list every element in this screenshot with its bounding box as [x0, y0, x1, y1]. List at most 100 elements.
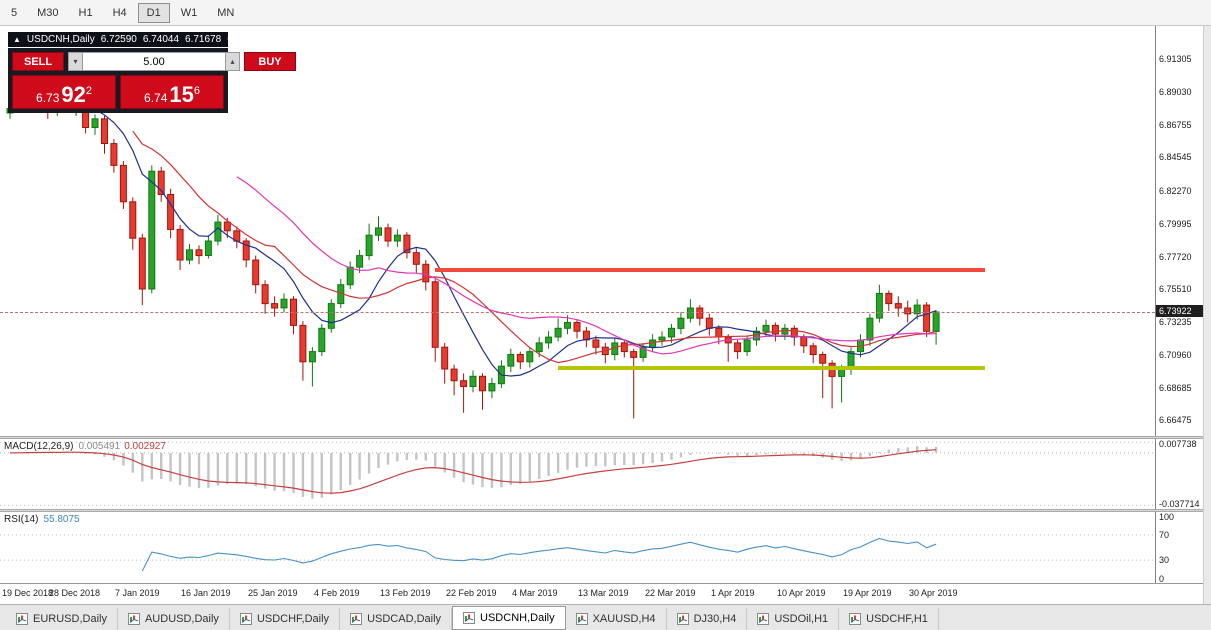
rsi-axis-label: 0 — [1159, 574, 1165, 584]
chart-icon — [127, 613, 140, 625]
timeframe-button-mn[interactable]: MN — [208, 3, 243, 23]
tab-label: USDCHF,H1 — [866, 613, 928, 625]
price-axis[interactable]: 6.73922 6.91305 6.89030 6.86755 6.84545 6.82… — [1155, 26, 1204, 436]
tab-xauusd-h4[interactable]: XAUUSD,H4 — [566, 608, 667, 630]
date-axis-label: 25 Jan 2019 — [248, 588, 298, 598]
chart-tab-bar: EURUSD,Daily AUDUSD,Daily USDCHF,Daily USDC… — [0, 604, 1211, 630]
rsi-info-label: RSI(14) 55.8075 — [4, 514, 80, 525]
tab-label: USDOil,H1 — [774, 613, 829, 625]
ask-price-button[interactable]: 6.74 15 6 — [120, 75, 224, 109]
resistance-line[interactable] — [435, 268, 985, 272]
tab-label: DJ30,H4 — [693, 613, 737, 625]
bid-price-fraction: 2 — [85, 85, 92, 97]
price-chart-panel[interactable]: ▲ USDCNH,Daily 6.72590 6.74044 6.71678 6… — [0, 26, 1155, 436]
collapse-arrow-icon[interactable]: ▲ — [13, 35, 21, 44]
rsi-label: RSI(14) — [4, 514, 39, 525]
price-axis-label: 6.84545 — [1159, 152, 1192, 162]
price-axis-label: 6.70960 — [1159, 350, 1192, 360]
timeframe-button-d1[interactable]: D1 — [137, 2, 170, 23]
timeframe-button-h4[interactable]: H4 — [104, 3, 136, 23]
rsi-canvas — [0, 534, 1155, 572]
volume-up-button[interactable]: ▴ — [225, 52, 240, 71]
date-axis-label: 13 Mar 2019 — [578, 588, 629, 598]
tab-label: XAUUSD,H4 — [592, 613, 656, 625]
sell-button[interactable]: SELL — [12, 52, 64, 71]
volume-input[interactable] — [83, 52, 225, 71]
tab-label: USDCAD,Daily — [367, 613, 442, 625]
panel-splitter[interactable] — [0, 509, 1211, 512]
low-value: 6.71678 — [185, 34, 222, 45]
buy-button[interactable]: BUY — [244, 52, 296, 71]
bid-price-pips: 92 — [61, 82, 86, 108]
price-axis-label: 6.91305 — [1159, 54, 1192, 64]
date-axis-label: 22 Feb 2019 — [446, 588, 497, 598]
date-axis-label: 19 Dec 2018 — [2, 588, 54, 598]
tab-label: USDCNH,Daily — [480, 612, 555, 624]
bid-price-button[interactable]: 6.73 92 2 — [12, 75, 116, 109]
date-axis-label: 13 Feb 2019 — [380, 588, 431, 598]
timeframe-toolbar: 5 M30 H1 H4 D1 W1 MN — [0, 0, 1211, 26]
date-axis-label: 1 Apr 2019 — [711, 588, 755, 598]
tab-usdchf-h1[interactable]: USDCHF,H1 — [839, 608, 939, 630]
price-axis-label: 6.82270 — [1159, 186, 1192, 196]
high-value: 6.74044 — [142, 34, 180, 45]
tab-usdcad-daily[interactable]: USDCAD,Daily — [340, 608, 453, 630]
price-axis-label: 6.75510 — [1159, 284, 1192, 294]
ask-price-fraction: 6 — [193, 85, 200, 97]
price-axis-label: 6.73235 — [1159, 317, 1192, 327]
chart-icon — [676, 613, 689, 625]
ask-price-integer: 6.74 — [144, 90, 168, 105]
chart-icon — [16, 613, 28, 625]
current-price-line — [0, 312, 1155, 313]
support-line[interactable] — [558, 366, 985, 370]
price-axis-label: 6.77720 — [1159, 252, 1192, 262]
price-axis-label: 6.79995 — [1159, 219, 1192, 229]
date-axis[interactable]: 19 Dec 2018 28 Dec 2018 7 Jan 2019 16 Jan 2… — [0, 583, 1203, 604]
rsi-axis-label: 70 — [1159, 530, 1170, 540]
timeframe-button-5[interactable]: 5 — [2, 3, 26, 23]
timeframe-button-w1[interactable]: W1 — [172, 3, 207, 23]
ask-price-pips: 15 — [169, 82, 194, 108]
date-axis-label: 30 Apr 2019 — [909, 588, 958, 598]
tab-usdoil-h1[interactable]: USDOil,H1 — [747, 608, 840, 630]
timeframe-button-m30[interactable]: M30 — [28, 3, 67, 23]
chart-icon — [849, 613, 862, 625]
panel-splitter[interactable] — [0, 436, 1211, 439]
tab-usdcnh-daily[interactable]: USDCNH,Daily — [452, 606, 566, 630]
date-axis-label: 22 Mar 2019 — [645, 588, 696, 598]
date-axis-label: 28 Dec 2018 — [49, 588, 101, 598]
vertical-scrollbar[interactable] — [1203, 26, 1211, 604]
date-axis-label: 10 Apr 2019 — [777, 588, 826, 598]
timeframe-button-h1[interactable]: H1 — [70, 3, 102, 23]
tab-label: USDCHF,Daily — [256, 613, 330, 625]
macd-signal-value: 0.002927 — [124, 441, 166, 452]
chevron-down-icon: ▾ — [73, 56, 78, 66]
date-axis-label: 7 Jan 2019 — [115, 588, 160, 598]
tab-dj30-h4[interactable]: DJ30,H4 — [667, 608, 748, 630]
chart-icon — [463, 612, 476, 624]
macd-axis-label: 0.007738 — [1159, 439, 1197, 449]
volume-dropdown-button[interactable]: ▾ — [68, 52, 83, 71]
chart-info-bar: ▲ USDCNH,Daily 6.72590 6.74044 6.71678 6… — [8, 32, 263, 47]
rsi-axis: 100 70 30 0 — [1155, 512, 1203, 584]
price-axis-label: 6.89030 — [1159, 87, 1192, 97]
chart-icon — [757, 613, 770, 625]
tab-eurusd-daily[interactable]: EURUSD,Daily — [6, 608, 118, 630]
macd-panel[interactable]: MACD(12,26,9) 0.005491 0.002927 — [0, 439, 1155, 509]
rsi-value: 55.8075 — [43, 514, 80, 525]
date-axis-label: 19 Apr 2019 — [843, 588, 892, 598]
tab-audusd-daily[interactable]: AUDUSD,Daily — [118, 608, 230, 630]
bid-price-integer: 6.73 — [36, 90, 60, 105]
date-axis-label: 4 Feb 2019 — [314, 588, 360, 598]
tab-usdchf-daily[interactable]: USDCHF,Daily — [230, 608, 341, 630]
macd-canvas — [0, 441, 1155, 506]
open-value: 6.72590 — [100, 34, 137, 45]
close-value: 6.73922 — [227, 34, 264, 45]
macd-axis-label: -0.037714 — [1159, 499, 1200, 509]
rsi-panel[interactable]: RSI(14) 55.8075 — [0, 512, 1155, 583]
rsi-axis-label: 100 — [1159, 512, 1175, 522]
chart-icon — [350, 613, 363, 625]
current-price-badge: 6.73922 — [1156, 305, 1204, 317]
rsi-axis-label: 30 — [1159, 555, 1170, 565]
date-axis-label: 4 Mar 2019 — [512, 588, 558, 598]
